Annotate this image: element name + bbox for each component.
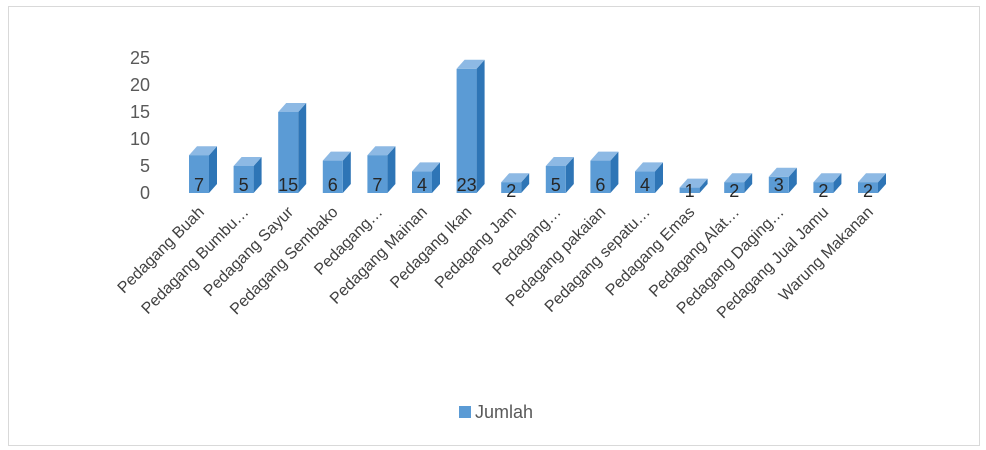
legend-swatch <box>459 406 471 418</box>
data-label: 5 <box>551 175 561 195</box>
bar-side <box>655 162 663 193</box>
bar <box>813 173 842 193</box>
data-label: 15 <box>278 175 298 195</box>
y-tick-label: 5 <box>140 156 150 176</box>
bar-side <box>833 173 842 193</box>
data-label: 2 <box>863 181 873 201</box>
bar-top <box>278 103 307 112</box>
bar-top <box>590 151 619 161</box>
bar <box>233 157 262 193</box>
bar-front <box>189 155 209 193</box>
bar <box>412 162 440 193</box>
bar-top <box>189 146 217 156</box>
y-tick-label: 0 <box>140 183 150 203</box>
data-label: 2 <box>506 181 516 201</box>
data-label: 3 <box>774 175 784 195</box>
bar-side <box>387 146 396 193</box>
bar-top <box>367 146 396 156</box>
data-label: 23 <box>457 175 477 195</box>
data-label: 1 <box>685 181 695 201</box>
bar-top <box>768 167 797 177</box>
bar <box>679 178 708 193</box>
bar-front <box>501 182 522 193</box>
bar-top <box>545 157 574 166</box>
data-label: 4 <box>640 175 650 195</box>
bar-front <box>724 182 745 193</box>
bar <box>456 59 485 193</box>
bar-top <box>501 173 530 183</box>
legend: Jumlah <box>459 402 533 422</box>
bar-side <box>476 59 485 193</box>
bar <box>545 157 574 193</box>
bar-top <box>635 162 663 172</box>
bar-front <box>679 187 700 193</box>
bar-front <box>322 160 343 193</box>
bar-side <box>610 151 619 193</box>
y-tick-label: 25 <box>130 48 150 68</box>
bar-front <box>768 176 789 193</box>
bar-side <box>788 167 797 193</box>
category-label: Pedagang Ikan <box>387 204 475 292</box>
bar-top <box>233 157 262 166</box>
chart-area <box>8 6 980 446</box>
bar-side <box>209 146 217 193</box>
bar-front <box>278 112 299 193</box>
bar-side <box>878 173 886 193</box>
bar <box>189 146 217 193</box>
bar-top <box>456 59 485 69</box>
bar-front <box>635 171 655 193</box>
bar-front <box>412 171 432 193</box>
y-tick-label: 20 <box>130 75 150 95</box>
bar-side <box>342 151 351 193</box>
bar-side <box>744 173 753 193</box>
bar-front <box>456 68 477 193</box>
data-label: 7 <box>372 175 382 195</box>
category-label: Pedagang Jam <box>432 204 520 292</box>
bar <box>635 162 663 193</box>
data-label: 2 <box>818 181 828 201</box>
bar-side <box>699 178 708 193</box>
bar-front <box>813 182 834 193</box>
bar <box>278 103 307 193</box>
bar-front <box>545 166 566 193</box>
y-tick-label: 15 <box>130 102 150 122</box>
bar-side <box>298 103 307 193</box>
bar-side <box>565 157 574 193</box>
bar <box>501 173 530 193</box>
bar-top <box>724 173 753 183</box>
data-label: 4 <box>417 175 427 195</box>
legend-label: Jumlah <box>475 402 533 422</box>
bar <box>322 151 351 193</box>
y-tick-label: 10 <box>130 129 150 149</box>
bar-front <box>590 160 611 193</box>
data-label: 6 <box>595 175 605 195</box>
bar-side <box>432 162 440 193</box>
bar-front <box>858 182 878 193</box>
bar <box>724 173 753 193</box>
bar <box>858 173 886 193</box>
bar-top <box>679 178 708 188</box>
bar-side <box>521 173 530 193</box>
data-label: 7 <box>194 175 204 195</box>
bar-top <box>813 173 842 183</box>
bar-front <box>367 155 388 193</box>
bar-top <box>412 162 440 172</box>
data-label: 2 <box>729 181 739 201</box>
bar-side <box>253 157 262 193</box>
bar-front <box>233 166 254 193</box>
bar-top <box>858 173 886 183</box>
bar <box>367 146 396 193</box>
bar-top <box>322 151 351 161</box>
data-label: 6 <box>328 175 338 195</box>
data-label: 5 <box>239 175 249 195</box>
bar <box>590 151 619 193</box>
bar <box>768 167 797 193</box>
